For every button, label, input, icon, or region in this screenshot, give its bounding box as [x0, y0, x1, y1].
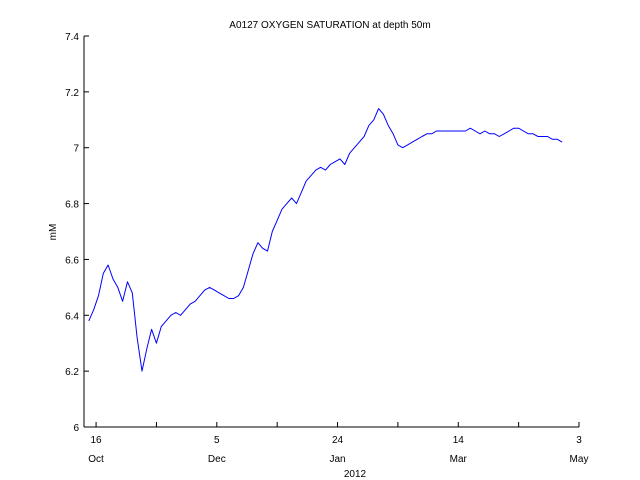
y-tick-label: 6.6	[65, 255, 79, 266]
x-axis-year-label: 2012	[344, 469, 367, 480]
y-tick-label: 6.8	[65, 200, 79, 211]
y-axis-ticks: 6 6.2 6.4 6.6 6.8 7 7.2 7.4	[65, 32, 89, 434]
x-tick-day-label: 16	[91, 435, 103, 446]
x-tick-month-label: Jan	[329, 454, 345, 465]
y-axis-label: mM	[48, 224, 59, 241]
x-tick-month-label: Mar	[450, 454, 468, 465]
x-tick-day-label: 3	[576, 435, 582, 446]
series-line	[88, 108, 563, 372]
x-tick-day-label: 24	[332, 435, 344, 446]
x-tick-day-label: 5	[214, 435, 220, 446]
y-tick-label: 6.2	[65, 367, 79, 378]
y-tick-label: 6	[73, 423, 79, 434]
x-tick-month-label: Dec	[208, 454, 226, 465]
y-tick-label: 7	[73, 144, 79, 155]
plot-area	[83, 36, 579, 428]
y-tick-label: 6.4	[65, 311, 79, 322]
y-tick-label: 7.2	[65, 88, 79, 99]
x-tick-month-label: Oct	[88, 454, 104, 465]
y-tick-label: 7.4	[65, 32, 79, 43]
x-tick-month-label: May	[570, 454, 589, 465]
x-axis-ticks: 16 Oct 5 Dec 24 Jan 14 Mar 3 May	[88, 422, 588, 465]
x-tick-day-label: 14	[453, 435, 465, 446]
chart-title: A0127 OXYGEN SATURATION at depth 50m	[229, 20, 430, 31]
